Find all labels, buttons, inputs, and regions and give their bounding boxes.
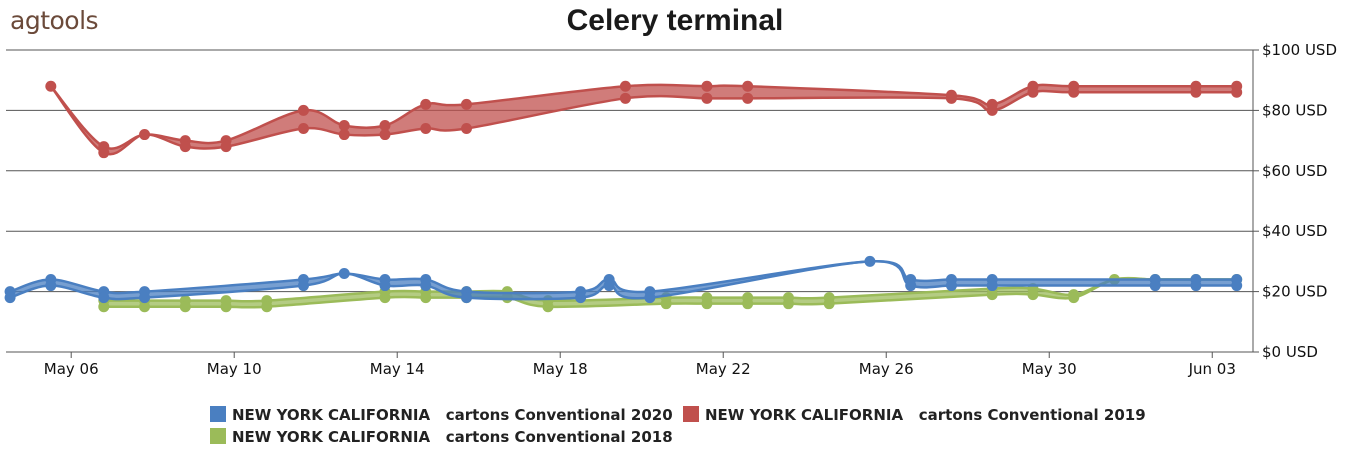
y-axis: $0 USD $20 USD $40 USD $60 USD $80 USD $100 U… (1252, 41, 1337, 361)
data-point[interactable] (98, 147, 110, 159)
x-tick-label: May 22 (696, 360, 751, 378)
data-point[interactable] (1149, 280, 1161, 292)
series-0 (4, 255, 1243, 304)
series-line-high (103, 277, 1237, 303)
data-point[interactable] (1068, 86, 1080, 98)
data-point[interactable] (644, 292, 656, 304)
x-tick-label: May 06 (44, 360, 99, 378)
data-point[interactable] (905, 280, 917, 292)
data-point[interactable] (1068, 292, 1080, 304)
data-point[interactable] (742, 92, 754, 104)
data-point[interactable] (603, 280, 615, 292)
data-point[interactable] (338, 129, 350, 141)
data-point[interactable] (1027, 289, 1039, 301)
data-point[interactable] (945, 280, 957, 292)
series-2 (98, 274, 1243, 313)
data-point[interactable] (4, 292, 16, 304)
data-point[interactable] (1231, 86, 1243, 98)
data-point[interactable] (460, 123, 472, 135)
data-point[interactable] (575, 292, 587, 304)
data-point[interactable] (338, 267, 350, 279)
y-tick-label: $20 USD (1262, 283, 1327, 301)
data-point[interactable] (98, 301, 110, 313)
y-tick-label: $80 USD (1262, 101, 1327, 119)
legend-item-2[interactable]: NEW YORK CALIFORNIA cartons Conventional… (210, 428, 673, 446)
legend-swatch (210, 428, 226, 444)
data-point[interactable] (179, 301, 191, 313)
data-point[interactable] (1190, 280, 1202, 292)
data-point[interactable] (139, 129, 151, 141)
data-point[interactable] (986, 289, 998, 301)
data-point[interactable] (139, 292, 151, 304)
data-point[interactable] (1231, 280, 1243, 292)
data-point[interactable] (379, 292, 391, 304)
x-tick-label: May 30 (1022, 360, 1077, 378)
legend-swatch (210, 406, 226, 422)
chart-legend[interactable]: NEW YORK CALIFORNIA cartons Conventional… (210, 406, 1146, 446)
series-line-low (103, 276, 1237, 309)
data-point[interactable] (420, 98, 432, 110)
data-point[interactable] (701, 80, 713, 92)
legend-label: NEW YORK CALIFORNIA cartons Conventional… (705, 406, 1146, 424)
y-tick-label: $60 USD (1262, 162, 1327, 180)
x-tick-label: May 10 (207, 360, 262, 378)
series-layer (4, 80, 1243, 313)
data-point[interactable] (261, 301, 273, 313)
data-point[interactable] (220, 301, 232, 313)
data-point[interactable] (420, 123, 432, 135)
x-tick-label: Jun 03 (1188, 360, 1236, 378)
data-point[interactable] (297, 280, 309, 292)
x-tick-label: May 18 (533, 360, 588, 378)
data-point[interactable] (542, 301, 554, 313)
data-point[interactable] (338, 120, 350, 131)
data-point[interactable] (619, 80, 631, 92)
series-1 (45, 80, 1243, 159)
data-point[interactable] (701, 92, 713, 104)
data-point[interactable] (379, 280, 391, 292)
data-point[interactable] (460, 292, 472, 304)
data-point[interactable] (379, 129, 391, 141)
data-point[interactable] (45, 80, 57, 92)
legend-item-0[interactable]: NEW YORK CALIFORNIA cartons Conventional… (210, 406, 673, 424)
data-point[interactable] (945, 92, 957, 104)
data-point[interactable] (742, 80, 754, 92)
legend-label: NEW YORK CALIFORNIA cartons Conventional… (232, 428, 673, 446)
data-point[interactable] (1027, 86, 1039, 98)
legend-label: NEW YORK CALIFORNIA cartons Conventional… (232, 406, 673, 424)
data-point[interactable] (782, 298, 794, 310)
y-tick-label: $100 USD (1262, 41, 1337, 59)
data-point[interactable] (701, 298, 713, 310)
data-point[interactable] (420, 280, 432, 292)
data-point[interactable] (45, 280, 57, 292)
x-axis: May 06 May 10 May 14 May 18 May 22 May 26 May … (44, 352, 1236, 378)
data-point[interactable] (98, 292, 110, 304)
x-tick-label: May 14 (370, 360, 425, 378)
data-point[interactable] (823, 298, 835, 310)
data-point[interactable] (619, 92, 631, 104)
data-point[interactable] (179, 141, 191, 153)
chart-title: Celery terminal (567, 4, 784, 37)
data-point[interactable] (139, 301, 151, 313)
data-point[interactable] (1190, 86, 1202, 98)
legend-item-1[interactable]: NEW YORK CALIFORNIA cartons Conventional… (683, 406, 1146, 424)
y-tick-label: $40 USD (1262, 222, 1327, 240)
data-point[interactable] (986, 104, 998, 116)
data-point[interactable] (297, 104, 309, 116)
data-point[interactable] (660, 298, 672, 310)
data-point[interactable] (379, 120, 391, 131)
data-point[interactable] (220, 141, 232, 153)
data-point[interactable] (460, 98, 472, 110)
x-tick-label: May 26 (859, 360, 914, 378)
legend-swatch (683, 406, 699, 422)
data-point[interactable] (864, 255, 876, 267)
data-point[interactable] (986, 280, 998, 292)
data-point[interactable] (742, 298, 754, 310)
series-line-high (9, 260, 1237, 295)
y-tick-label: $0 USD (1262, 343, 1318, 361)
agtools-logo: agtools (10, 6, 99, 35)
data-point[interactable] (420, 292, 432, 304)
data-point[interactable] (297, 123, 309, 135)
